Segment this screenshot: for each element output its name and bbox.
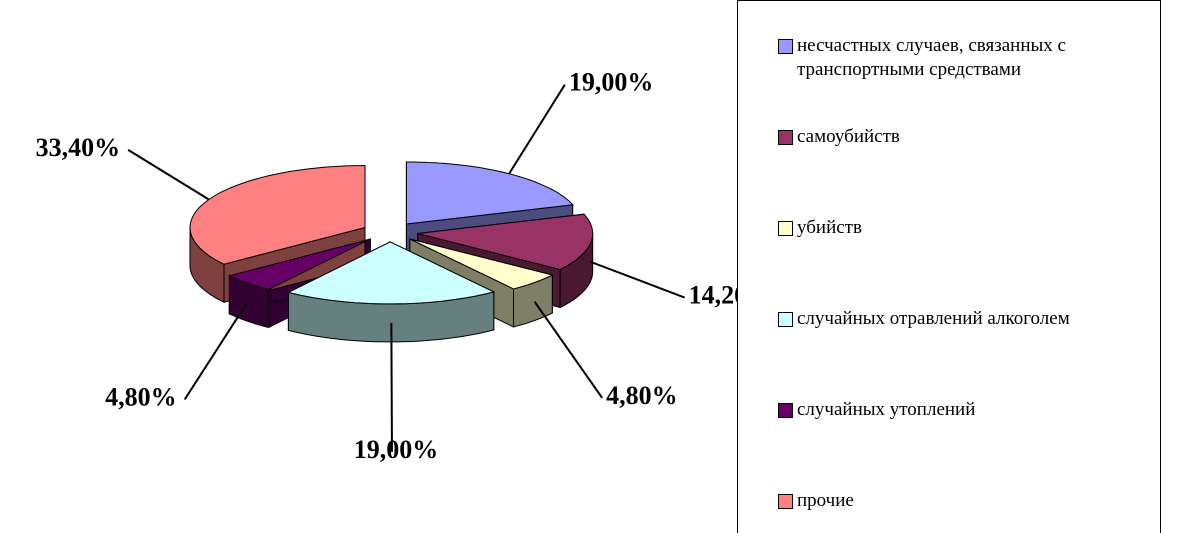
data-label: 19,00% [569,68,654,97]
legend-swatch [778,39,793,54]
pie-area: 19,00% 14,20% 4,80% 19,00% 4,80% 33,40% [36,68,737,464]
leader-line [590,260,685,299]
slice [286,241,496,305]
legend-swatch [778,130,793,145]
leader-line [508,84,566,175]
data-label: 14,20% [689,280,737,309]
slice [417,213,594,271]
slice [189,164,366,265]
legend-label: случайных отравлений алкоголем [797,308,1070,329]
slice [405,161,574,225]
slice [409,238,554,290]
legend: несчастных случаев, связанных с транспор… [737,0,1161,533]
legend-label: убийств [797,217,862,238]
data-label: 33,40% [36,133,121,162]
legend-swatch [778,312,793,327]
legend-label: прочие [797,490,854,511]
data-label: 19,00% [354,435,439,464]
legend-item: несчастных случаев, связанных с транспор… [778,34,1148,82]
legend-label: несчастных случаев, связанных с транспор… [797,35,1066,80]
legend-label: самоубийств [797,126,900,147]
legend-item: прочие [778,489,1148,513]
legend-item: самоубийств [778,125,1148,149]
leader-line [127,148,210,201]
legend-label: случайных утоплений [797,399,976,420]
legend-swatch [778,221,793,236]
legend-item: случайных отравлений алкоголем [778,307,1148,331]
legend-item: случайных утоплений [778,398,1148,422]
data-label: 4,80% [105,382,177,411]
legend-item: убийств [778,216,1148,240]
leader-line [183,301,249,401]
legend-swatch [778,403,793,418]
leader-line [533,300,603,399]
data-label: 4,80% [606,381,678,410]
slice [227,238,371,291]
legend-swatch [778,494,793,509]
leader-line [390,322,393,452]
